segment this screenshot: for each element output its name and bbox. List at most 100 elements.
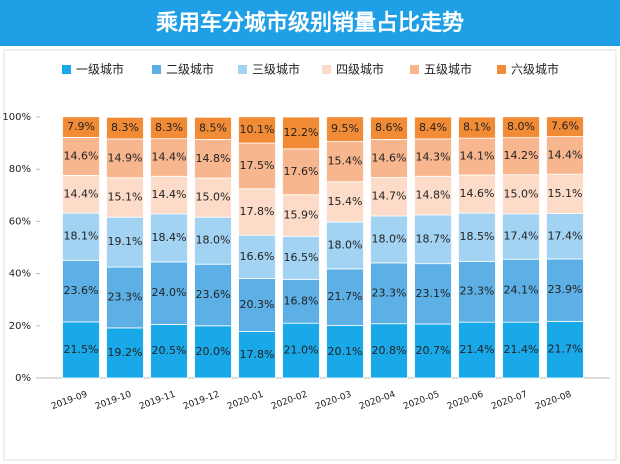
bar-segment [414, 214, 452, 265]
value-label: 23.6% [64, 284, 99, 297]
value-label: 15.4% [328, 155, 363, 168]
value-label: 14.9% [108, 151, 143, 164]
bar-segment [62, 321, 100, 379]
bar-segment [62, 136, 100, 176]
value-label: 18.1% [64, 230, 99, 243]
value-label: 18.4% [152, 231, 187, 244]
bar-segment [546, 136, 584, 175]
legend-label: 三级城市 [252, 62, 300, 77]
title-banner [0, 0, 620, 46]
bar-segment [414, 138, 452, 177]
value-label: 23.1% [416, 287, 451, 300]
value-label: 23.3% [372, 286, 407, 299]
value-label: 14.8% [196, 152, 231, 165]
value-label: 18.5% [460, 230, 495, 243]
value-label: 18.0% [328, 238, 363, 251]
x-tick-label: 2020-05 [402, 390, 441, 412]
bar-segment [282, 322, 320, 379]
bar-segment [106, 327, 144, 379]
value-label: 15.0% [504, 187, 539, 200]
bar-segment [326, 268, 364, 326]
bar-segment [326, 221, 364, 270]
bar-segment [62, 259, 100, 323]
value-label: 14.8% [416, 189, 451, 202]
bar-segment [150, 116, 188, 140]
value-label: 15.1% [108, 191, 143, 204]
value-label: 16.6% [240, 250, 275, 263]
value-label: 24.1% [504, 284, 539, 297]
value-label: 21.0% [284, 344, 319, 357]
bar-segment [414, 263, 452, 325]
value-label: 17.4% [548, 229, 583, 242]
legend-label: 二级城市 [166, 62, 214, 77]
bar-segment [370, 215, 408, 264]
bar-segment [150, 261, 188, 325]
bar-segment [106, 138, 144, 179]
value-label: 12.2% [284, 126, 319, 139]
bar-segment [106, 177, 144, 218]
value-label: 20.3% [240, 298, 275, 311]
value-label: 16.8% [284, 294, 319, 307]
legend-swatch [497, 65, 506, 74]
bar-segment [238, 188, 276, 236]
value-label: 21.7% [548, 343, 583, 356]
value-label: 20.1% [328, 345, 363, 358]
bar-segment [414, 116, 452, 140]
value-label: 14.2% [504, 149, 539, 162]
bar-segment [370, 116, 408, 140]
value-label: 19.2% [108, 346, 143, 359]
bar-segment [502, 137, 540, 176]
value-label: 8.4% [419, 121, 447, 134]
value-label: 8.6% [375, 121, 403, 134]
x-tick-label: 2020-03 [314, 390, 353, 412]
bar-segment [150, 324, 188, 379]
value-label: 14.6% [372, 151, 407, 164]
bar-segment [458, 321, 496, 379]
value-label: 17.8% [240, 348, 275, 361]
bar-segment [370, 323, 408, 379]
bar-segment [62, 116, 100, 138]
value-label: 14.1% [460, 150, 495, 163]
value-label: 24.0% [152, 286, 187, 299]
value-label: 18.7% [416, 232, 451, 245]
value-label: 17.6% [284, 165, 319, 178]
bar-segment [414, 175, 452, 216]
value-label: 14.4% [152, 188, 187, 201]
value-label: 18.0% [196, 234, 231, 247]
bar-segment [414, 323, 452, 379]
bar-segment [502, 258, 540, 323]
value-label: 15.0% [196, 191, 231, 204]
value-label: 14.3% [416, 151, 451, 164]
value-label: 14.6% [460, 187, 495, 200]
bar-segment [502, 116, 540, 139]
bar-segment [502, 321, 540, 379]
value-label: 20.5% [152, 344, 187, 357]
bar-segment [326, 325, 364, 379]
y-tick-label: 80% [9, 164, 31, 175]
value-label: 20.0% [196, 345, 231, 358]
x-tick-label: 2019-10 [94, 390, 133, 412]
value-label: 8.5% [199, 121, 227, 134]
legend-label: 五级城市 [424, 62, 472, 77]
bar-segment [62, 212, 100, 261]
bar-segment [282, 194, 320, 237]
value-label: 23.6% [196, 288, 231, 301]
bar-segment [194, 325, 232, 379]
x-tick-label: 2019-12 [182, 390, 221, 412]
bar-segment [546, 213, 584, 260]
bar-segment [62, 175, 100, 214]
bar-segment [370, 139, 408, 178]
value-label: 21.4% [504, 343, 539, 356]
value-label: 21.5% [64, 343, 99, 356]
x-tick-label: 2020-08 [534, 390, 573, 412]
bar-segment [326, 141, 364, 183]
value-label: 10.1% [240, 123, 275, 136]
value-label: 14.4% [152, 150, 187, 163]
legend-label: 一级城市 [76, 62, 124, 77]
value-label: 21.4% [460, 343, 495, 356]
bar-segment [326, 116, 364, 142]
value-label: 8.0% [507, 120, 535, 133]
bar-segment [150, 175, 188, 215]
value-label: 16.5% [284, 251, 319, 264]
bar-segment [106, 266, 144, 329]
